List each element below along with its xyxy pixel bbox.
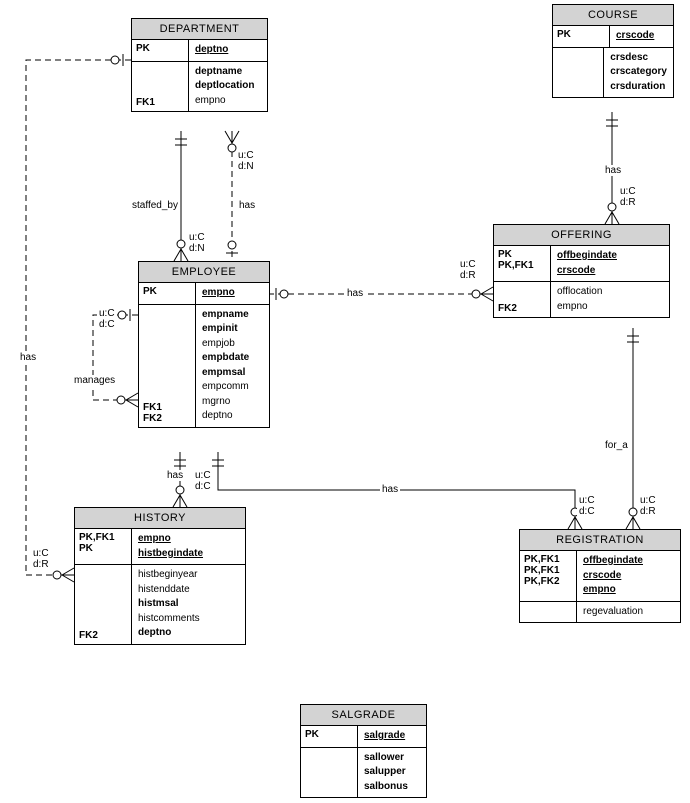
rel-label: has [237,200,257,211]
key-col: FK2 [75,565,132,644]
entity-course: COURSE PK crscode crsdesc crscategory cr… [552,4,674,98]
attr-col: offbegindate crscode empno [577,551,680,601]
rel-label: for_a [603,440,630,451]
attr-col: deptno [189,40,267,61]
key-col [520,602,577,623]
entity-salgrade: SALGRADE PK salgrade sallower salupper s… [300,704,427,798]
rel-label: has [165,470,185,481]
rel-label: staffed_by [130,200,180,211]
rel-label: has [603,165,623,176]
card-label: u:C d:C [577,495,597,517]
attr-col: histbeginyear histenddate histmsal histc… [132,565,245,644]
key-col: PK PK,FK1 [494,246,551,281]
key-col: FK1 [132,62,189,112]
entity-offering: OFFERING PK PK,FK1 offbegindate crscode … [493,224,670,318]
entity-title: SALGRADE [301,705,426,726]
key-col: FK1 FK2 [139,305,196,427]
card-label: u:C d:R [618,186,638,208]
edges-layer [0,0,690,803]
attr-col: regevaluation [577,602,680,623]
key-col: PK,FK1 PK,FK1 PK,FK2 [520,551,577,601]
entity-title: OFFERING [494,225,669,246]
entity-title: DEPARTMENT [132,19,267,40]
attr-col: empname empinit empjob empbdate empmsal … [196,305,269,427]
rel-label: has [18,352,38,363]
attr-col: empno [196,283,269,304]
attr-col: crscode [610,26,673,47]
attr-col: sallower salupper salbonus [358,748,426,798]
entity-history: HISTORY PK,FK1 PK empno histbegindate FK… [74,507,246,645]
attr-col: offlocation empno [551,282,669,317]
key-col: FK2 [494,282,551,317]
attr-col: deptname deptlocation empno [189,62,267,112]
rel-label: manages [72,375,117,386]
entity-department: DEPARTMENT PK deptno FK1 deptname deptlo… [131,18,268,112]
key-col: PK [553,26,610,47]
card-label: u:C d:R [638,495,658,517]
entity-title: REGISTRATION [520,530,680,551]
key-col: PK [132,40,189,61]
entity-title: HISTORY [75,508,245,529]
entity-title: COURSE [553,5,673,26]
rel-label: has [345,288,365,299]
card-label: u:C d:N [187,232,207,254]
er-diagram-canvas: DEPARTMENT PK deptno FK1 deptname deptlo… [0,0,690,803]
card-label: u:C d:R [458,259,478,281]
key-col: PK [139,283,196,304]
attr-col: crsdesc crscategory crsduration [604,48,673,98]
attr-col: offbegindate crscode [551,246,669,281]
card-label: u:C d:C [97,308,117,330]
entity-title: EMPLOYEE [139,262,269,283]
rel-label: has [380,484,400,495]
card-label: u:C d:R [31,548,51,570]
entity-registration: REGISTRATION PK,FK1 PK,FK1 PK,FK2 offbeg… [519,529,681,623]
key-col: PK,FK1 PK [75,529,132,564]
attr-col: salgrade [358,726,426,747]
key-col [553,48,604,98]
attr-col: empno histbegindate [132,529,245,564]
card-label: u:C d:C [193,470,213,492]
entity-employee: EMPLOYEE PK empno FK1 FK2 empname empini… [138,261,270,428]
key-col: PK [301,726,358,747]
key-col [301,748,358,798]
card-label: u:C d:N [236,150,256,172]
